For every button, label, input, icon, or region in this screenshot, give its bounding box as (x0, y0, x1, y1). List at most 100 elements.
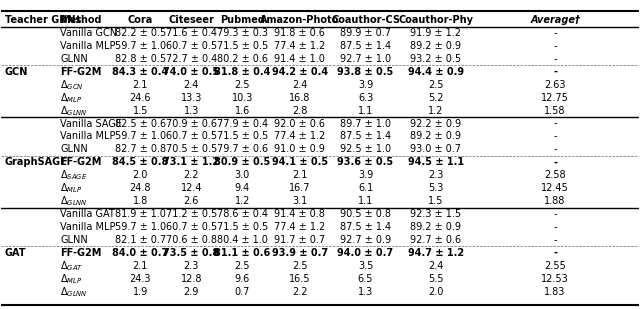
Text: -: - (553, 67, 557, 77)
Text: 1.1: 1.1 (358, 106, 373, 116)
Text: 82.1 ± 0.7: 82.1 ± 0.7 (115, 235, 166, 245)
Text: $\Delta_{GAT}$: $\Delta_{GAT}$ (60, 259, 83, 273)
Text: 12.75: 12.75 (541, 93, 569, 103)
Text: 1.58: 1.58 (545, 106, 566, 116)
Text: 6.5: 6.5 (358, 274, 373, 284)
Text: 93.2 ± 0.5: 93.2 ± 0.5 (410, 54, 461, 64)
Text: -: - (553, 157, 557, 167)
Text: 59.7 ± 1.0: 59.7 ± 1.0 (115, 131, 166, 142)
Text: 60.7 ± 0.5: 60.7 ± 0.5 (166, 41, 217, 51)
Text: Vanilla GCN: Vanilla GCN (60, 28, 117, 38)
Text: 1.1: 1.1 (358, 196, 373, 206)
Text: 91.4 ± 0.8: 91.4 ± 0.8 (274, 209, 325, 219)
Text: 60.7 ± 0.5: 60.7 ± 0.5 (166, 222, 217, 232)
Text: 71.5 ± 0.5: 71.5 ± 0.5 (216, 41, 268, 51)
Text: 16.7: 16.7 (289, 183, 310, 193)
Text: 2.55: 2.55 (544, 261, 566, 271)
Text: -: - (554, 144, 557, 154)
Text: GLNN: GLNN (60, 144, 88, 154)
Text: Vanilla MLP: Vanilla MLP (60, 222, 115, 232)
Text: 1.8: 1.8 (132, 196, 148, 206)
Text: 92.3 ± 1.5: 92.3 ± 1.5 (410, 209, 461, 219)
Text: FF-G2M: FF-G2M (60, 67, 101, 77)
Text: Average†: Average† (530, 15, 580, 25)
Text: 2.4: 2.4 (184, 80, 199, 90)
Text: 94.7 ± 1.2: 94.7 ± 1.2 (408, 248, 464, 258)
Text: 1.83: 1.83 (545, 287, 566, 297)
Text: 82.8 ± 0.5: 82.8 ± 0.5 (115, 54, 166, 64)
Text: 94.1 ± 0.5: 94.1 ± 0.5 (271, 157, 328, 167)
Text: -: - (554, 222, 557, 232)
Text: 2.0: 2.0 (428, 287, 444, 297)
Text: 2.1: 2.1 (132, 80, 148, 90)
Text: 94.0 ± 0.7: 94.0 ± 0.7 (337, 248, 394, 258)
Text: 78.6 ± 0.4: 78.6 ± 0.4 (217, 209, 268, 219)
Text: Citeseer: Citeseer (168, 15, 214, 25)
Text: Coauthor-Phy: Coauthor-Phy (398, 15, 473, 25)
Text: 87.5 ± 1.4: 87.5 ± 1.4 (340, 41, 391, 51)
Text: 89.2 ± 0.9: 89.2 ± 0.9 (410, 131, 461, 142)
Text: 1.88: 1.88 (545, 196, 566, 206)
Text: -: - (554, 119, 557, 129)
Text: 9.4: 9.4 (235, 183, 250, 193)
Text: 91.7 ± 0.7: 91.7 ± 0.7 (274, 235, 325, 245)
Text: 2.3: 2.3 (184, 261, 199, 271)
Text: 81.1 ± 0.6: 81.1 ± 0.6 (214, 248, 270, 258)
Text: 77.4 ± 1.2: 77.4 ± 1.2 (274, 41, 325, 51)
Text: 74.0 ± 0.5: 74.0 ± 0.5 (163, 67, 220, 77)
Text: -: - (554, 235, 557, 245)
Text: 0.7: 0.7 (235, 287, 250, 297)
Text: 70.6 ± 0.8: 70.6 ± 0.8 (166, 235, 217, 245)
Text: 2.5: 2.5 (234, 80, 250, 90)
Text: $\Delta_{GCN}$: $\Delta_{GCN}$ (60, 78, 84, 92)
Text: 87.5 ± 1.4: 87.5 ± 1.4 (340, 222, 391, 232)
Text: 12.4: 12.4 (180, 183, 202, 193)
Text: $\Delta_{MLP}$: $\Delta_{MLP}$ (60, 272, 83, 286)
Text: 2.2: 2.2 (184, 170, 199, 180)
Text: 2.4: 2.4 (428, 261, 444, 271)
Text: 71.6 ± 0.4: 71.6 ± 0.4 (166, 28, 217, 38)
Text: 80.9 ± 0.5: 80.9 ± 0.5 (214, 157, 270, 167)
Text: $\Delta_{GLNN}$: $\Delta_{GLNN}$ (60, 104, 88, 117)
Text: 94.5 ± 1.1: 94.5 ± 1.1 (408, 157, 464, 167)
Text: 2.1: 2.1 (292, 170, 307, 180)
Text: 1.5: 1.5 (428, 196, 444, 206)
Text: 24.6: 24.6 (129, 93, 151, 103)
Text: 91.0 ± 0.9: 91.0 ± 0.9 (274, 144, 325, 154)
Text: 5.5: 5.5 (428, 274, 444, 284)
Text: 71.5 ± 0.5: 71.5 ± 0.5 (216, 131, 268, 142)
Text: 13.3: 13.3 (180, 93, 202, 103)
Text: 1.5: 1.5 (132, 106, 148, 116)
Text: 87.5 ± 1.4: 87.5 ± 1.4 (340, 131, 391, 142)
Text: 2.8: 2.8 (292, 106, 307, 116)
Text: 6.3: 6.3 (358, 93, 373, 103)
Text: Amazon-Photo: Amazon-Photo (260, 15, 339, 25)
Text: 59.7 ± 1.0: 59.7 ± 1.0 (115, 41, 166, 51)
Text: 3.1: 3.1 (292, 196, 307, 206)
Text: 93.8 ± 0.5: 93.8 ± 0.5 (337, 67, 394, 77)
Text: 91.8 ± 0.6: 91.8 ± 0.6 (274, 28, 325, 38)
Text: 12.8: 12.8 (180, 274, 202, 284)
Text: 1.2: 1.2 (235, 196, 250, 206)
Text: 81.8 ± 0.4: 81.8 ± 0.4 (214, 67, 271, 77)
Text: 2.6: 2.6 (184, 196, 199, 206)
Text: 80.4 ± 1.0: 80.4 ± 1.0 (217, 235, 268, 245)
Text: 92.2 ± 0.9: 92.2 ± 0.9 (410, 119, 461, 129)
Text: FF-G2M: FF-G2M (60, 248, 101, 258)
Text: 92.7 ± 0.9: 92.7 ± 0.9 (340, 235, 391, 245)
Text: 70.5 ± 0.5: 70.5 ± 0.5 (166, 144, 217, 154)
Text: 2.5: 2.5 (428, 80, 444, 90)
Text: 3.0: 3.0 (235, 170, 250, 180)
Text: Vanilla MLP: Vanilla MLP (60, 41, 115, 51)
Text: GLNN: GLNN (60, 235, 88, 245)
Text: $\Delta_{GLNN}$: $\Delta_{GLNN}$ (60, 285, 88, 298)
Text: 16.5: 16.5 (289, 274, 310, 284)
Text: 12.45: 12.45 (541, 183, 569, 193)
Text: 80.2 ± 0.6: 80.2 ± 0.6 (217, 54, 268, 64)
Text: 82.5 ± 0.6: 82.5 ± 0.6 (115, 119, 166, 129)
Text: 1.2: 1.2 (428, 106, 444, 116)
Text: 1.3: 1.3 (184, 106, 199, 116)
Text: 93.0 ± 0.7: 93.0 ± 0.7 (410, 144, 461, 154)
Text: Pubmed: Pubmed (220, 15, 265, 25)
Text: $\Delta_{GLNN}$: $\Delta_{GLNN}$ (60, 194, 88, 208)
